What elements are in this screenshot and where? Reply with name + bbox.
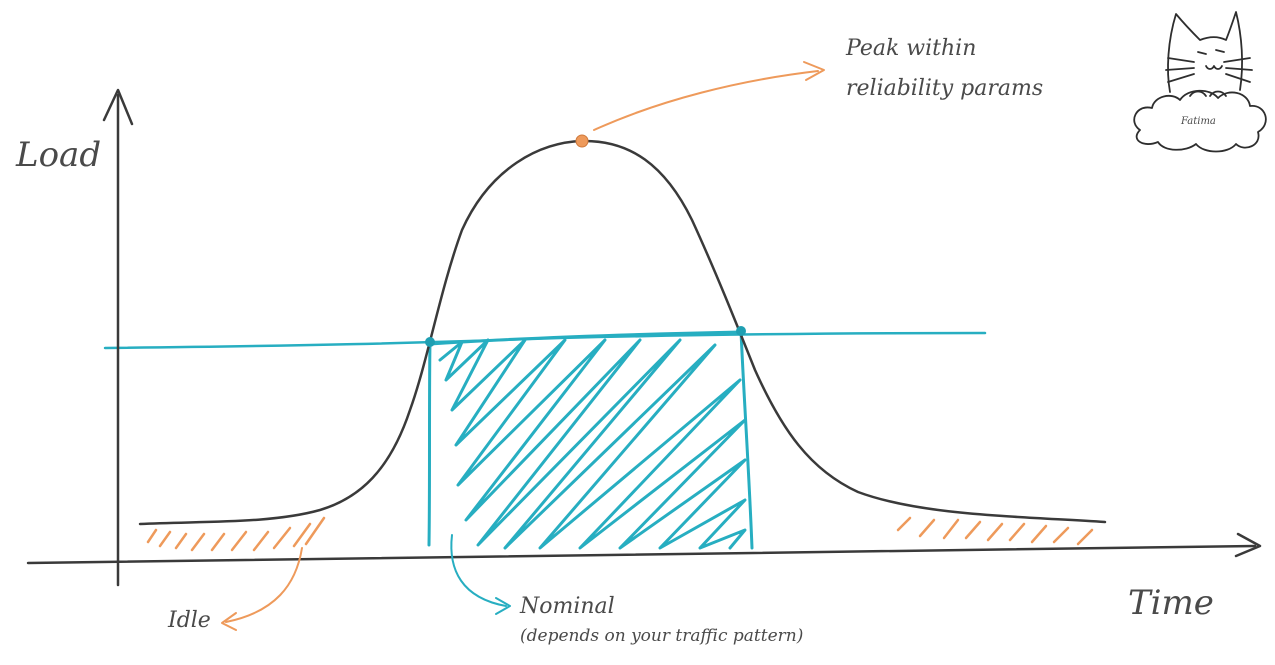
nominal-label: Nominal xyxy=(519,594,615,619)
y-axis-label: Load xyxy=(15,135,101,175)
idle-label: Idle xyxy=(167,608,211,633)
y-axis-arrowhead xyxy=(102,88,134,126)
nominal-sublabel: (depends on your traffic pattern) xyxy=(520,626,803,646)
idle-hatch-right xyxy=(896,516,1094,546)
idle-arrow xyxy=(221,547,303,631)
signature-text: Fatima xyxy=(1180,116,1216,127)
peak-label-line1: Peak within xyxy=(845,36,976,61)
idle-hatch-left xyxy=(146,516,326,552)
peak-arrow xyxy=(593,61,825,131)
nominal-hatch xyxy=(438,338,747,550)
peak-label-line2: reliability params xyxy=(846,76,1043,101)
x-axis-label: Time xyxy=(1128,583,1214,623)
intersection-dot-left xyxy=(425,337,435,347)
threshold-line xyxy=(103,331,987,350)
cat-doodle-icon xyxy=(1133,11,1267,153)
axes xyxy=(26,88,1262,587)
intersection-dot-right xyxy=(736,326,746,336)
nominal-arrow xyxy=(450,534,511,615)
peak-dot xyxy=(575,134,589,148)
x-axis-arrowhead xyxy=(1234,532,1262,558)
